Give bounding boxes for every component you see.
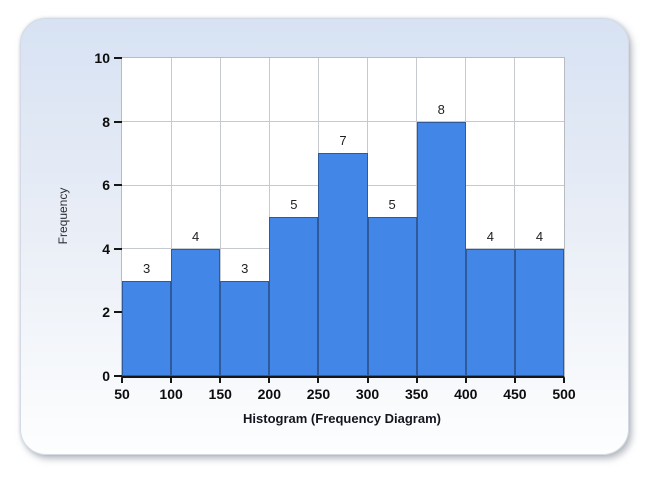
- x-tick-mark: [563, 378, 565, 383]
- bar: [171, 248, 221, 376]
- x-tick-label: 300: [355, 386, 380, 402]
- chart-card: Frequency 3 4 3 5 7 5 8 4 4 0 2 4 6 8 10 50 100 150 200 250…: [20, 18, 629, 455]
- bar: [416, 121, 466, 376]
- x-tick-label: 350: [404, 386, 429, 402]
- bar: [220, 280, 270, 376]
- x-tick-label: 450: [503, 386, 527, 402]
- bar-value-label: 5: [290, 197, 298, 212]
- x-tick-label: 400: [454, 386, 478, 402]
- x-tick-mark: [170, 378, 173, 383]
- y-tick-mark: [114, 120, 122, 123]
- bar-value-label: 7: [339, 133, 347, 149]
- x-tick-mark: [464, 378, 467, 383]
- plot-area: 3 4 3 5 7 5 8 4 4 0 2 4 6 8 10 50 100 150 200 250 300 350 400 4…: [94, 50, 575, 402]
- y-tick-label: 8: [102, 113, 110, 130]
- y-axis-title: Frequency: [56, 187, 70, 245]
- gridline-vertical: [514, 58, 516, 376]
- bar-value-label: 8: [437, 101, 445, 117]
- bar: [318, 153, 368, 376]
- y-tick-mark: [114, 184, 122, 187]
- y-tick-mark: [114, 375, 122, 377]
- bar-value-label: 4: [535, 228, 544, 244]
- y-tick-label: 4: [102, 240, 110, 257]
- bar: [122, 280, 172, 376]
- y-tick-label: 6: [102, 177, 110, 194]
- x-tick-mark: [219, 378, 222, 383]
- x-tick-mark: [415, 378, 418, 383]
- gridline-vertical: [170, 58, 172, 376]
- y-tick-label: 10: [94, 50, 110, 66]
- bar-value-label: 5: [388, 197, 396, 212]
- y-tick-label: 2: [102, 304, 110, 321]
- y-tick-mark: [114, 311, 122, 314]
- x-tick-mark: [268, 378, 271, 383]
- bar: [367, 217, 417, 376]
- bar: [465, 248, 515, 376]
- x-tick-mark: [513, 378, 516, 383]
- x-tick-label: 250: [306, 386, 331, 402]
- bar-value-label: 3: [142, 260, 151, 276]
- bar: [269, 217, 319, 376]
- bar: [514, 248, 564, 376]
- x-tick-label: 100: [159, 386, 183, 402]
- x-tick-label: 50: [114, 386, 130, 402]
- x-tick-label: 500: [552, 386, 576, 402]
- bar-value-label: 4: [486, 228, 494, 244]
- gridline-horizontal: [122, 121, 564, 123]
- x-axis-title: Histogram (Frequency Diagram): [243, 411, 441, 426]
- x-tick-label: 150: [208, 386, 232, 402]
- y-tick-mark: [114, 57, 122, 59]
- y-tick-mark: [114, 247, 122, 250]
- gridline-vertical: [465, 58, 467, 376]
- x-tick-mark: [317, 378, 320, 383]
- bar-value-label: 4: [192, 228, 200, 244]
- gridline-vertical: [219, 58, 221, 376]
- x-tick-mark: [121, 378, 123, 383]
- y-tick-label: 0: [102, 368, 110, 384]
- x-tick-label: 200: [257, 386, 281, 402]
- x-tick-mark: [366, 378, 369, 383]
- bar-value-label: 3: [241, 260, 249, 276]
